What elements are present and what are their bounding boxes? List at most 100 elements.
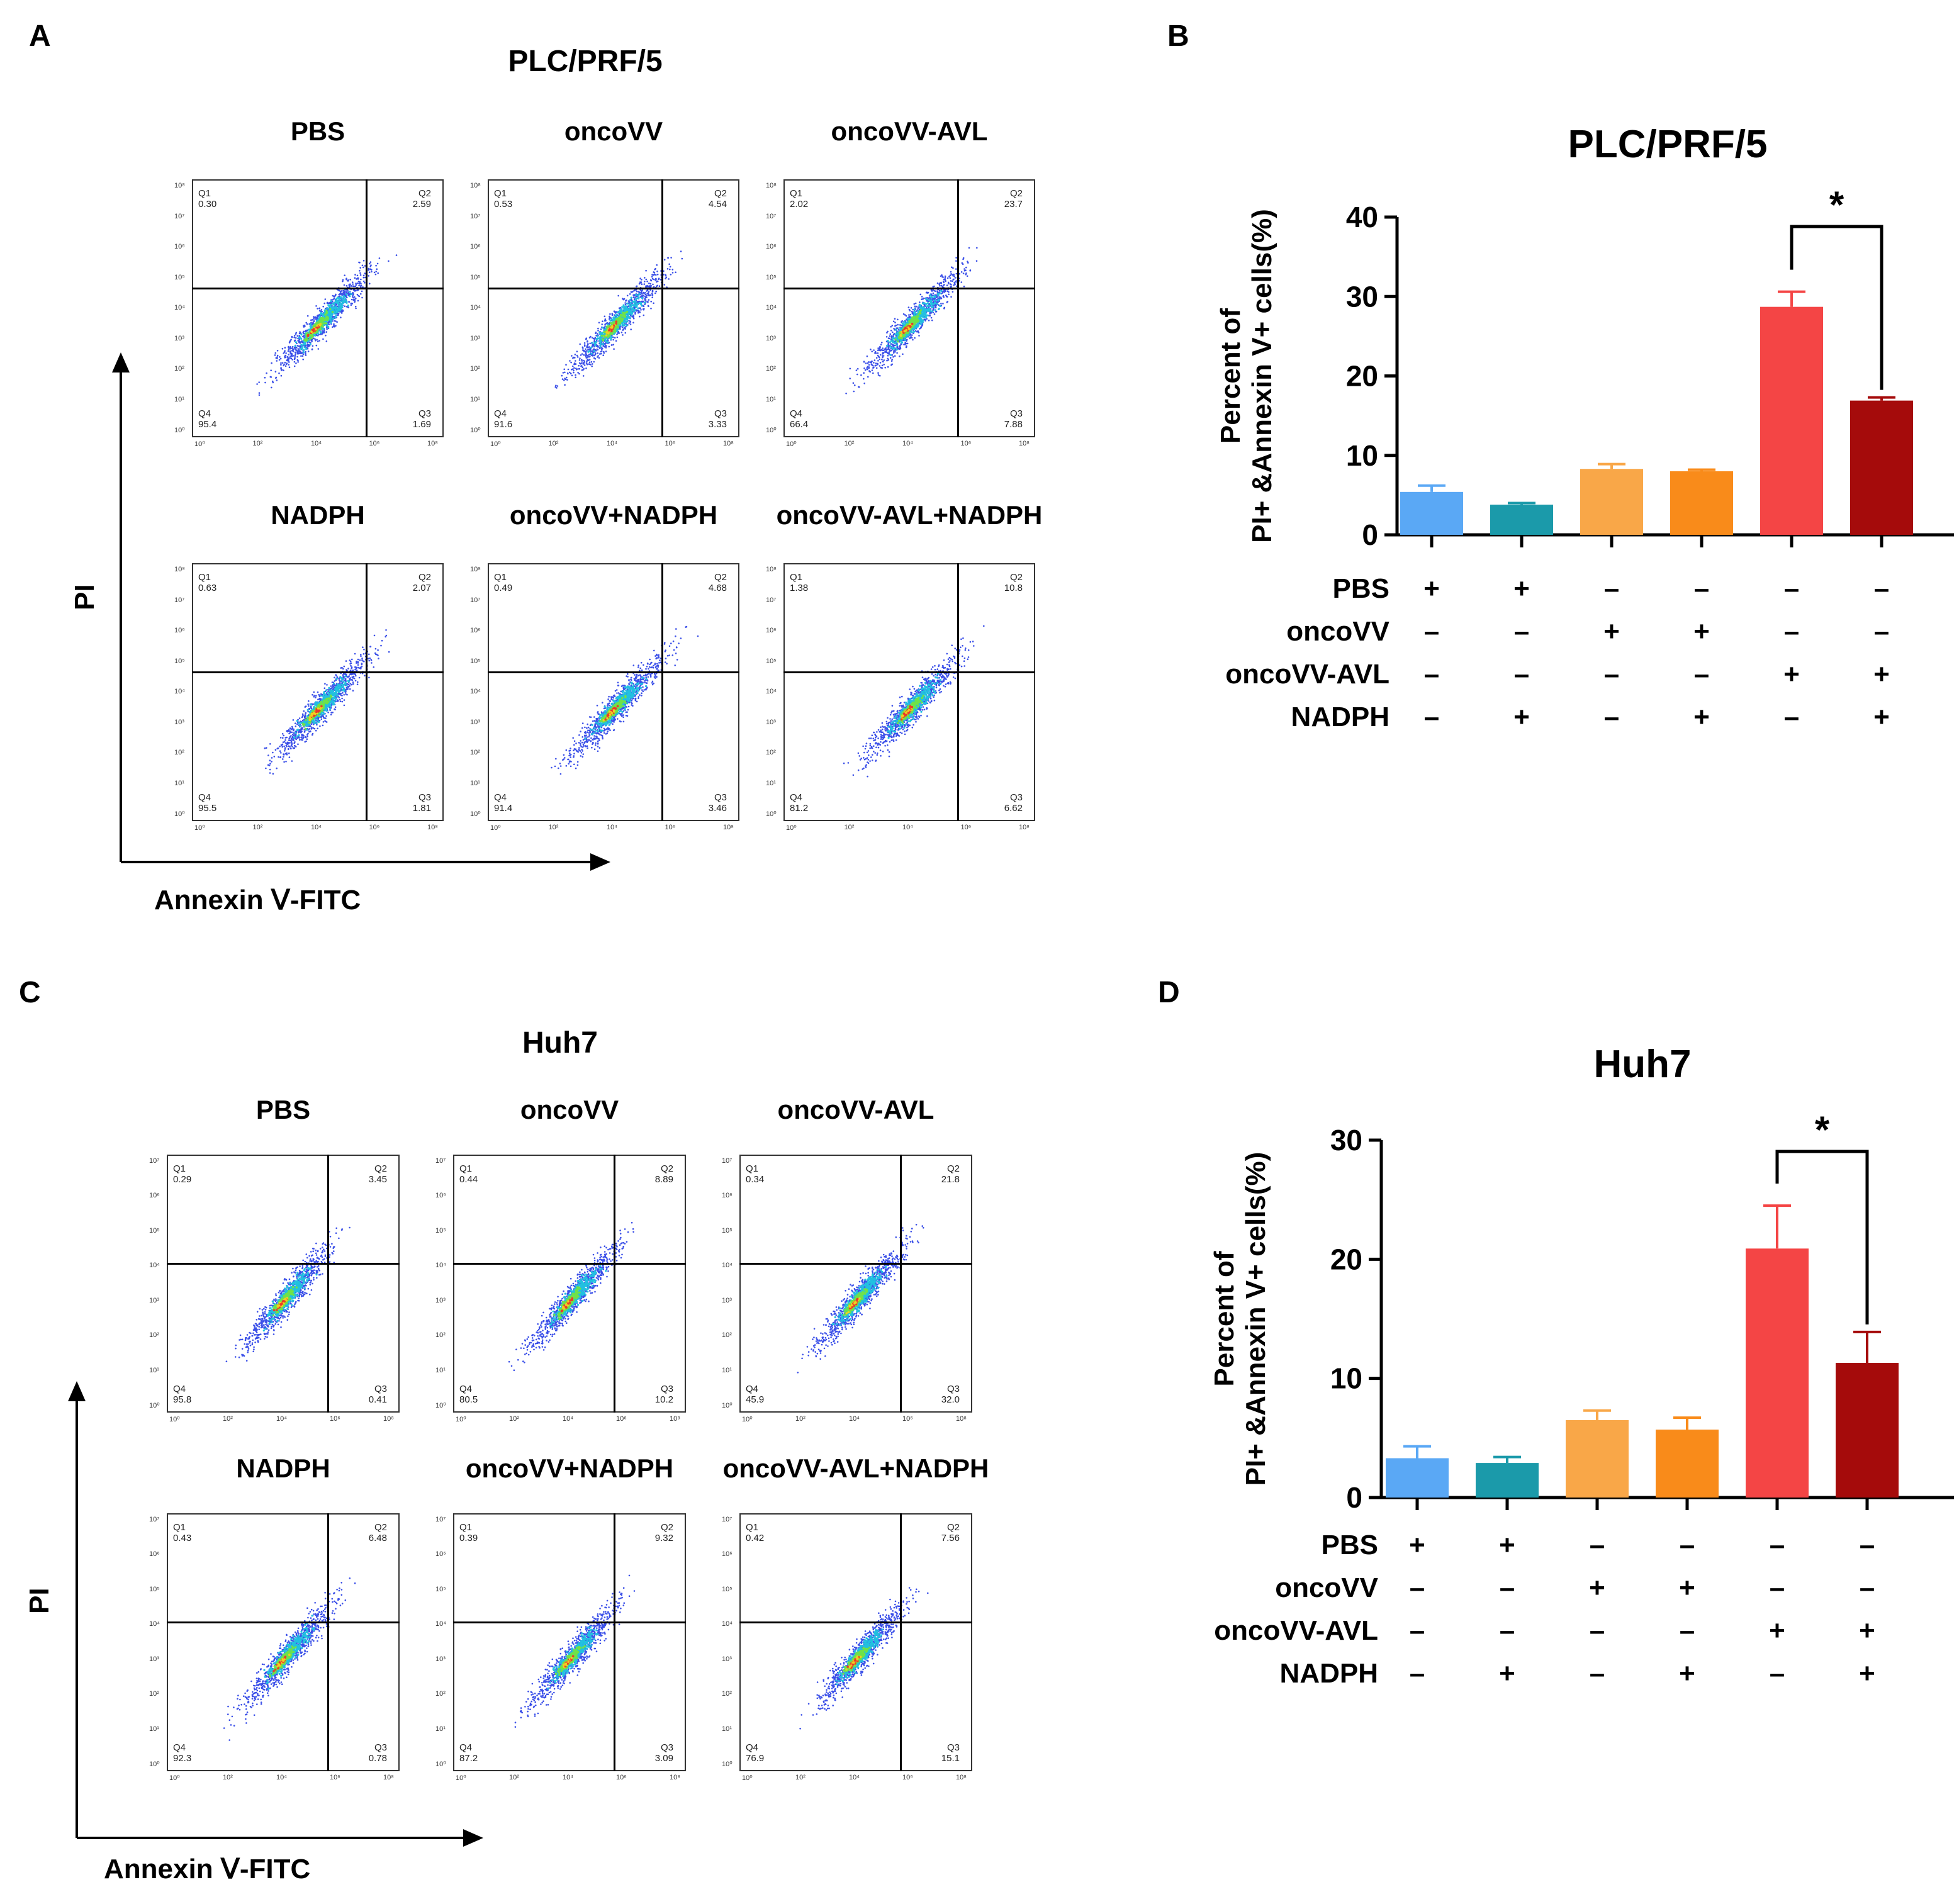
quadrant-label: Q1 0.49 (494, 572, 512, 593)
y-tick-label: 10⁵ (470, 273, 481, 281)
y-tick-label: 10⁴ (149, 1620, 160, 1628)
quadrant-label: Q1 0.29 (173, 1163, 191, 1185)
flow-plot: Q1 0.30 Q2 2.59 Q4 95.4 Q3 1.69 10⁰ 10² 10⁴ 10⁶ 10⁸ 1… (174, 179, 444, 448)
treatment-sign: – (1500, 1572, 1515, 1603)
quadrant-name: Q3 (660, 1384, 673, 1394)
x-tick-label: 10⁴ (902, 440, 913, 447)
flow-plot-title: oncoVV (520, 1095, 619, 1124)
treatment-sign: + (1873, 702, 1890, 732)
x-tick-label: 10² (223, 1415, 233, 1423)
y-tick-label: 10³ (470, 334, 480, 342)
quadrant-name: Q1 (173, 1163, 186, 1174)
chart-title: Huh7 (1594, 1043, 1692, 1086)
quadrant-name: Q2 (374, 1163, 387, 1174)
quadrant-value: 4.68 (708, 583, 727, 593)
gate-horizontal (453, 1621, 686, 1624)
quadrant-name: Q2 (660, 1522, 673, 1533)
quadrant-value: 3.45 (368, 1174, 387, 1185)
y-tick-label: 10⁷ (470, 596, 481, 604)
y-tick-label: 10⁴ (470, 304, 481, 311)
x-tick-label: 10² (509, 1774, 519, 1781)
quadrant-name: Q3 (1009, 408, 1023, 419)
y-tick-label: 10⁵ (722, 1226, 733, 1235)
quadrant-label: Q4 80.5 (459, 1384, 478, 1405)
y-tick-label: 10¹ (470, 395, 480, 403)
y-tick-label: 10⁴ (435, 1620, 446, 1628)
flow-plot: Q1 0.29 Q2 3.45 Q4 95.8 Q3 0.41 10⁰ 10² 10⁴ 10⁶ 10⁸ 1… (149, 1155, 400, 1423)
y-tick-label: 10³ (470, 718, 480, 726)
treatment-label: oncoVV-AVL (1214, 1615, 1378, 1646)
x-tick-label: 10⁶ (960, 440, 972, 447)
y-tick-label: 10⁶ (174, 243, 185, 250)
gate-vertical (366, 563, 368, 821)
treatment-sign: – (1874, 573, 1889, 604)
flow-plot: Q1 1.38 Q2 10.8 Q4 81.2 Q3 6.62 10⁰ 10² 10⁴ 10⁶ 10⁸ 1… (766, 563, 1035, 832)
quadrant-label: Q3 3.46 (709, 792, 727, 814)
quadrant-label: Q4 76.9 (746, 1742, 764, 1764)
treatment-label: NADPH (1291, 702, 1389, 732)
y-tick-label: 10¹ (174, 395, 184, 403)
quadrant-label: Q1 2.02 (790, 188, 808, 210)
flow-scatter (223, 1577, 356, 1741)
y-tick-label: 10⁰ (174, 810, 185, 818)
quadrant-value: 95.8 (173, 1394, 192, 1405)
quadrant-name: Q2 (374, 1522, 387, 1533)
x-tick-label: 10⁶ (369, 440, 380, 447)
x-tick-label: 10⁸ (956, 1415, 967, 1423)
y-tick-label: 10² (435, 1331, 446, 1340)
gate-vertical (661, 179, 663, 437)
treatment-sign: + (1499, 1530, 1515, 1560)
y-tick-label: 10⁶ (766, 243, 777, 250)
quadrant-name: Q3 (660, 1742, 673, 1753)
treatment-sign: – (1410, 1658, 1425, 1689)
y-tick-label: 10³ (149, 1655, 159, 1663)
y-tick-label: 10² (470, 365, 480, 372)
treatment-sign: – (1514, 659, 1529, 690)
panel-c-axes (68, 1381, 483, 1847)
panel-c-y-axis-label: PI (24, 1588, 55, 1614)
x-tick-label: 10⁸ (383, 1415, 394, 1423)
quadrant-value: 0.41 (368, 1394, 387, 1405)
x-tick-label: 10⁰ (194, 440, 205, 448)
quadrant-label: Q3 10.2 (655, 1384, 673, 1405)
x-tick-label: 10⁰ (786, 440, 797, 448)
y-tick-label: 10³ (149, 1296, 159, 1304)
quadrant-name: Q3 (418, 408, 431, 419)
y-tick-label: 10⁸ (470, 566, 481, 573)
quadrant-value: 92.3 (173, 1753, 192, 1764)
quadrant-value: 15.1 (941, 1753, 960, 1764)
y-tick-label: 10² (435, 1690, 446, 1698)
treatment-sign: – (1424, 702, 1439, 732)
treatment-sign: – (1590, 1615, 1605, 1646)
y-tick-label: 10⁷ (722, 1157, 733, 1165)
y-tick-label: 10⁸ (766, 566, 777, 573)
quadrant-value: 95.5 (198, 803, 217, 814)
x-tick-label: 10² (548, 824, 559, 831)
quadrant-value: 3.09 (654, 1753, 673, 1764)
x-tick-label: 10⁶ (902, 1415, 913, 1423)
y-tick-label: 10² (149, 1690, 159, 1698)
quadrant-value: 0.42 (746, 1533, 765, 1543)
quadrant-name: Q1 (198, 572, 211, 583)
flow-plot: Q1 0.39 Q2 9.32 Q4 87.2 Q3 3.09 10⁰ 10² 10⁴ 10⁶ 10⁸ 1… (435, 1513, 686, 1782)
quadrant-value: 91.6 (494, 419, 513, 430)
bar (1476, 1463, 1539, 1498)
panel-a-y-axis-label: PI (69, 584, 100, 610)
gate-vertical (957, 563, 959, 821)
quadrant-name: Q1 (494, 188, 507, 199)
quadrant-label: Q3 3.33 (709, 408, 727, 430)
y-tick-label: 10⁷ (470, 212, 481, 220)
flow-plot-title: NADPH (236, 1453, 330, 1483)
bar (1580, 469, 1643, 535)
x-tick-label: 10⁴ (902, 824, 913, 831)
gate-horizontal (192, 288, 444, 290)
treatment-sign: – (1604, 573, 1619, 604)
treatment-sign: – (1410, 1572, 1425, 1603)
flow-scatter (256, 254, 398, 396)
panel-a-axes (112, 352, 610, 871)
gate-vertical (327, 1513, 330, 1771)
quadrant-value: 10.2 (654, 1394, 673, 1405)
flow-scatter (843, 625, 985, 778)
y-tick-label: 10³ (722, 1296, 732, 1304)
y-tick-label: 10⁴ (766, 304, 777, 311)
